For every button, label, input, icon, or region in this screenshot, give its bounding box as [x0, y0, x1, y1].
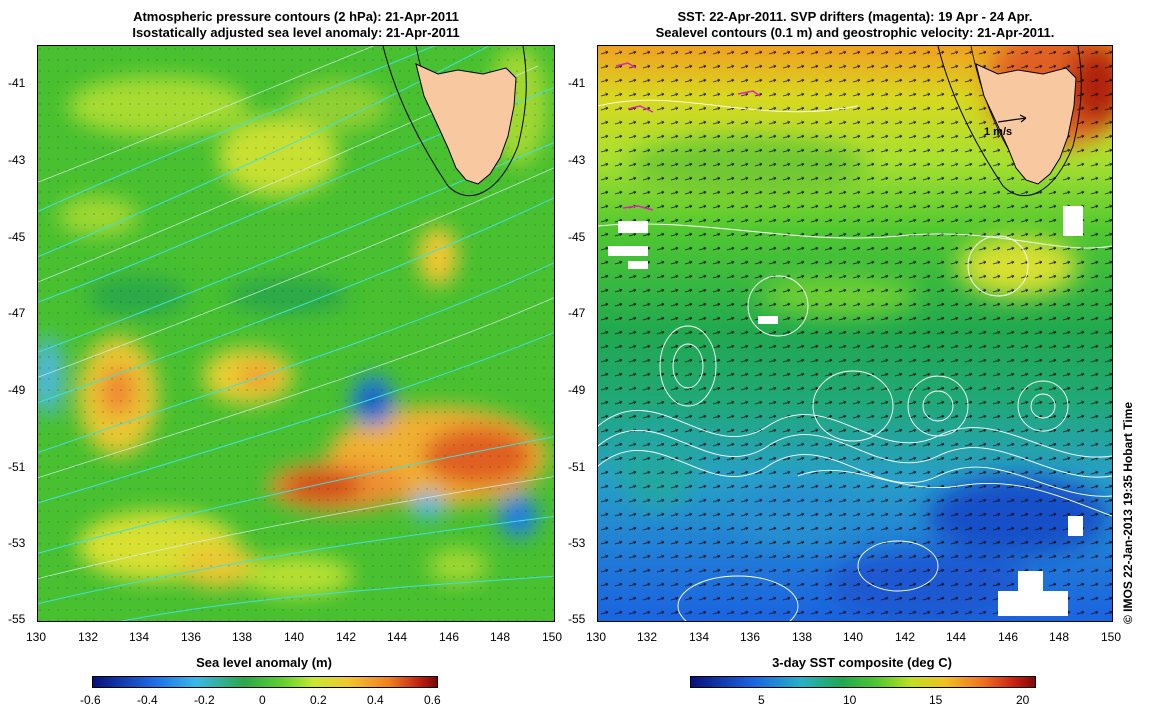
colorbar-tick-label: 0.2: [310, 693, 327, 707]
left-title: Atmospheric pressure contours (2 hPa): 2…: [38, 9, 554, 41]
lon-tick: 132: [78, 630, 99, 644]
lat-tick: -55: [8, 612, 26, 626]
colorbar-tick-label: 0.6: [424, 693, 441, 707]
lon-tick: 148: [490, 630, 511, 644]
sea-level-anomaly-map: [37, 45, 555, 622]
left-title-line1: Atmospheric pressure contours (2 hPa): 2…: [133, 9, 459, 24]
colorbar-tick-label: 10: [843, 693, 857, 707]
colorbar-tick-label: 20: [1016, 693, 1030, 707]
lat-tick: -45: [8, 230, 26, 244]
lon-tick: 142: [336, 630, 357, 644]
lat-tick: -43: [8, 153, 26, 167]
lon-tick: 136: [181, 630, 202, 644]
right-title-line1: SST: 22-Apr-2011. SVP drifters (magenta)…: [677, 9, 1033, 24]
lat-tick: -49: [8, 383, 26, 397]
lon-tick: 134: [129, 630, 150, 644]
scale-arrow-label: 1 m/s: [984, 126, 1013, 138]
lon-tick: 138: [232, 630, 253, 644]
sea-level-colorbar: [92, 676, 438, 688]
lon-tick: 144: [946, 630, 967, 644]
lon-tick: 130: [586, 630, 607, 644]
lon-tick: 150: [542, 630, 563, 644]
lon-tick: 150: [1101, 630, 1122, 644]
lat-tick: -53: [8, 536, 26, 550]
lon-tick: 146: [439, 630, 460, 644]
lat-tick: -55: [568, 612, 586, 626]
lon-tick: 144: [387, 630, 408, 644]
lat-tick: -51: [568, 460, 586, 474]
lat-tick: -49: [568, 383, 586, 397]
lat-tick: -41: [8, 76, 26, 90]
lon-tick: 132: [637, 630, 658, 644]
colorbar-tick-label: 15: [929, 693, 943, 707]
colorbar-tick-label: -0.6: [80, 693, 101, 707]
lat-tick: -41: [568, 76, 586, 90]
lon-tick: 146: [998, 630, 1019, 644]
lat-tick: -47: [8, 306, 26, 320]
lon-tick: 142: [895, 630, 916, 644]
lat-tick: -51: [8, 460, 26, 474]
lon-tick: 130: [26, 630, 47, 644]
left-title-line2: Isostatically adjusted sea level anomaly…: [132, 25, 460, 40]
right-title: SST: 22-Apr-2011. SVP drifters (magenta)…: [598, 9, 1112, 41]
right-colorbar-title: 3-day SST composite (deg C): [772, 655, 952, 670]
sst-colorbar: [690, 676, 1036, 688]
colorbar-tick-label: 0.4: [367, 693, 384, 707]
lon-tick: 140: [843, 630, 864, 644]
right-title-line2: Sealevel contours (0.1 m) and geostrophi…: [655, 25, 1055, 40]
lon-tick: 138: [792, 630, 813, 644]
scale-arrow-icon: [997, 114, 1027, 123]
credit-text: © IMOS 22-Jan-2013 19:35 Hobart Time: [1121, 401, 1135, 624]
left-colorbar-title: Sea level anomaly (m): [196, 655, 332, 670]
colorbar-tick-label: -0.2: [194, 693, 215, 707]
colorbar-tick-label: 5: [758, 693, 765, 707]
lat-tick: -45: [568, 230, 586, 244]
lon-tick: 148: [1049, 630, 1070, 644]
lon-tick: 140: [284, 630, 305, 644]
lat-tick: -43: [568, 153, 586, 167]
lon-tick: 136: [740, 630, 761, 644]
lat-tick: -47: [568, 306, 586, 320]
colorbar-tick-label: 0: [259, 693, 266, 707]
lon-tick: 134: [689, 630, 710, 644]
lat-tick: -53: [568, 536, 586, 550]
colorbar-tick-label: -0.4: [137, 693, 158, 707]
sst-composite-map: 1 m/s: [597, 45, 1113, 622]
